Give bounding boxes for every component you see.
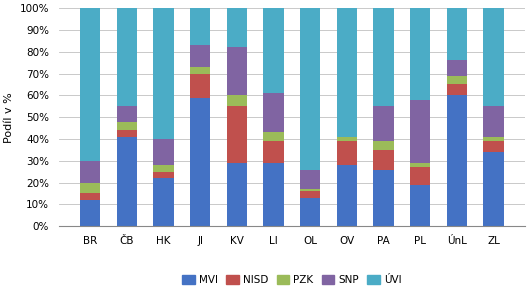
Bar [484,152,504,226]
Bar [80,161,101,183]
Bar [117,106,137,122]
Bar [227,163,247,226]
Bar [447,61,467,76]
Bar [227,8,247,47]
Bar [227,47,247,95]
Bar [117,137,137,226]
Bar [263,133,284,141]
Bar [263,163,284,226]
Bar [410,100,430,163]
Bar [190,74,211,97]
Bar [337,165,357,226]
Bar [447,76,467,84]
Bar [80,183,101,193]
Bar [263,8,284,93]
Bar [410,185,430,226]
Bar [227,106,247,163]
Bar [337,8,357,137]
Bar [373,141,394,150]
Bar [447,8,467,61]
Bar [80,193,101,200]
Bar [337,137,357,141]
Bar [300,198,320,226]
Bar [484,141,504,152]
Bar [373,8,394,106]
Bar [484,8,504,106]
Bar [300,8,320,170]
Bar [373,170,394,226]
Bar [227,95,247,106]
Bar [373,106,394,141]
Bar [153,139,174,165]
Bar [153,172,174,178]
Bar [80,200,101,226]
Bar [410,8,430,100]
Bar [190,67,211,74]
Bar [153,178,174,226]
Bar [300,170,320,189]
Bar [190,97,211,226]
Bar [263,93,284,133]
Y-axis label: Podíl v %: Podíl v % [4,92,14,143]
Bar [410,163,430,167]
Bar [117,122,137,130]
Bar [117,130,137,137]
Legend: MVI, NISD, PZK, SNP, ÚVI: MVI, NISD, PZK, SNP, ÚVI [178,271,406,289]
Bar [153,8,174,139]
Bar [447,95,467,226]
Bar [410,167,430,185]
Bar [484,106,504,137]
Bar [153,165,174,172]
Bar [300,191,320,198]
Bar [190,45,211,67]
Bar [117,8,137,106]
Bar [190,8,211,45]
Bar [80,8,101,161]
Bar [447,84,467,95]
Bar [263,141,284,163]
Bar [373,150,394,170]
Bar [337,141,357,165]
Bar [484,137,504,141]
Bar [300,189,320,191]
